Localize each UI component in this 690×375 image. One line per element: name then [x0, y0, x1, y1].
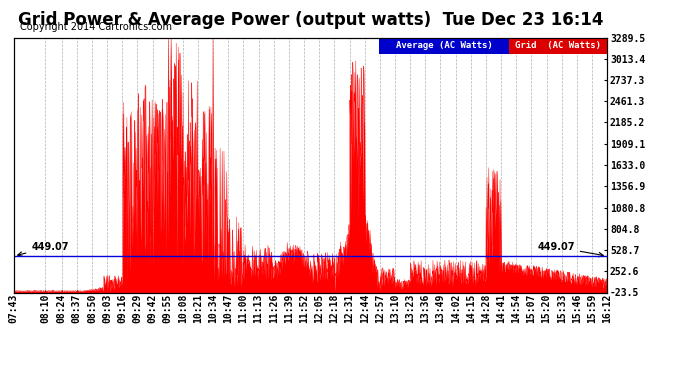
Text: 449.07: 449.07: [538, 242, 603, 257]
Text: Copyright 2014 Cartronics.com: Copyright 2014 Cartronics.com: [20, 22, 172, 32]
Text: 449.07: 449.07: [18, 242, 69, 256]
Text: Grid Power & Average Power (output watts)  Tue Dec 23 16:14: Grid Power & Average Power (output watts…: [18, 11, 603, 29]
